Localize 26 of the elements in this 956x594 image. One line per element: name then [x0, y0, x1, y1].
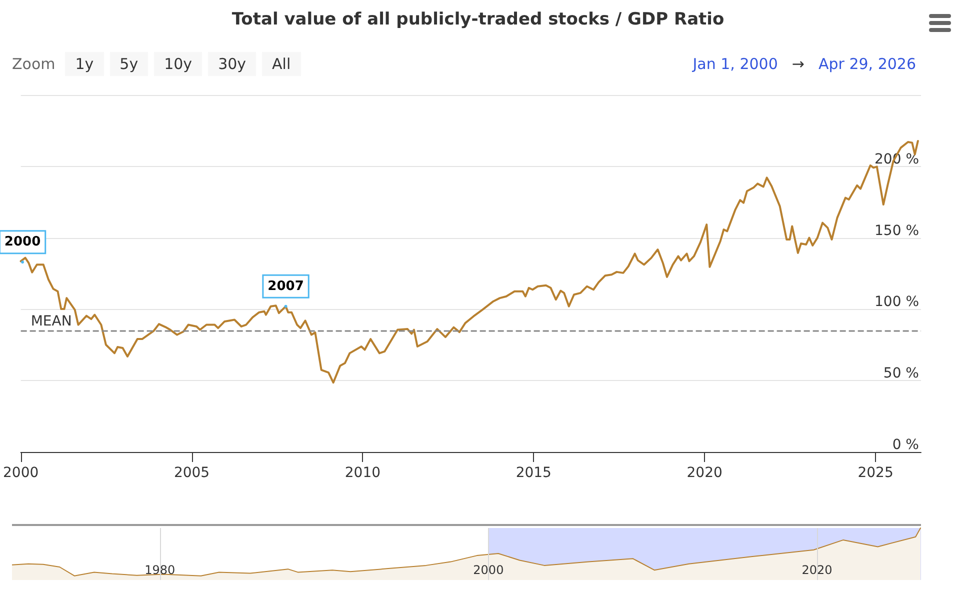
- y-tick-label: 150 %: [874, 222, 919, 239]
- x-tick-label: 2010: [344, 465, 381, 481]
- x-tick-label: 2015: [516, 465, 552, 481]
- text: 5y: [110, 52, 148, 76]
- y-tick-label: 100 %: [874, 294, 919, 310]
- text: →: [792, 55, 804, 73]
- text: 1y: [65, 52, 104, 76]
- text: Zoom: [12, 55, 56, 73]
- text: 30y: [208, 52, 256, 76]
- text: Apr 29, 2026: [818, 55, 916, 73]
- chart-title: Total value of all publicly-traded stocks / GDP Ratio: [232, 10, 724, 30]
- annotation: 2000: [4, 234, 41, 250]
- y-tick-label: 0 %: [892, 437, 919, 453]
- x-tick-label: 2020: [802, 563, 832, 577]
- x-tick-label: 2025: [858, 465, 894, 481]
- x-tick-label: 1980: [144, 563, 176, 577]
- x-tick-label: 2020: [686, 465, 722, 481]
- text: 10y: [154, 52, 202, 76]
- x-tick-label: 2000: [2, 465, 39, 481]
- x-tick-label: 2005: [174, 465, 210, 481]
- text: Jan 1, 2000: [692, 55, 778, 73]
- text: All: [262, 52, 301, 76]
- y-tick-label: 50 %: [883, 366, 919, 382]
- x-tick-label: 2000: [473, 563, 504, 577]
- ref-line-label: MEAN: [30, 314, 72, 330]
- annotation: 2007: [268, 278, 304, 294]
